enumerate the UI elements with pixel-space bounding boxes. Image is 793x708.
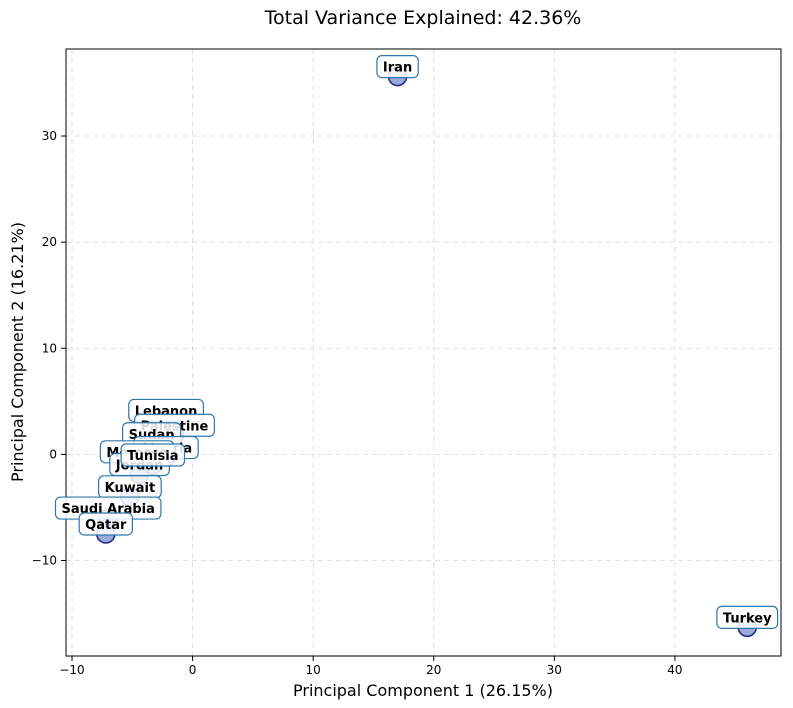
point-label-text: Iran (383, 61, 412, 76)
point-label-text: Tunisia (127, 449, 178, 464)
label-box (120, 443, 186, 467)
data-points (95, 66, 758, 638)
x-tick-label: 20 (426, 663, 441, 677)
point-labels: IranTurkeyLebanonPalestineSudanAlgeriaMo… (54, 54, 779, 629)
label-box (78, 512, 134, 536)
label-box (716, 605, 779, 629)
plot-frame (65, 48, 782, 657)
grid (66, 49, 781, 656)
point-label-turkey: Turkey (716, 605, 779, 629)
x-tick-label: 0 (189, 663, 197, 677)
point-label-iran: Iran (376, 54, 419, 79)
point-label-saudi-arabia: Saudi Arabia (54, 496, 162, 520)
point-label-kuwait: Kuwait (98, 475, 162, 499)
y-tick-label: 30 (42, 129, 57, 143)
point-label-text: Kuwait (105, 481, 156, 496)
y-tick-label: 0 (49, 447, 57, 461)
x-tick-label: 40 (667, 663, 682, 677)
y-tick-label: 20 (42, 235, 57, 249)
y-tick-label: −10 (32, 553, 57, 567)
x-tick-label: 10 (306, 663, 321, 677)
y-axis-label: Principal Component 2 (16.21%) (8, 222, 27, 482)
point-label-tunisia: Tunisia (120, 443, 186, 467)
point-label-qatar: Qatar (78, 512, 134, 536)
x-axis-label: Principal Component 1 (26.15%) (293, 681, 553, 700)
point-label-text: Qatar (85, 518, 127, 533)
y-tick-label: 10 (42, 341, 57, 355)
x-tick-label: −10 (59, 663, 84, 677)
x-tick-label: 30 (547, 663, 562, 677)
axis-ticks: −10 0 10 20 30 40 −10 0 10 20 30 (32, 129, 683, 677)
label-box (376, 54, 419, 79)
chart-title: Total Variance Explained: 42.36% (264, 7, 582, 29)
point-label-text: Turkey (723, 611, 772, 626)
